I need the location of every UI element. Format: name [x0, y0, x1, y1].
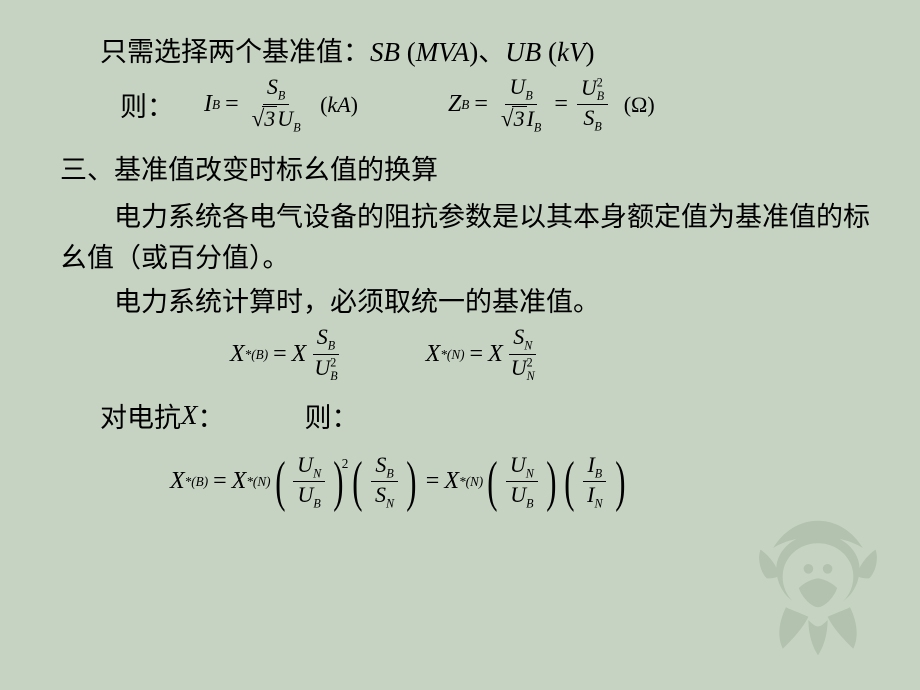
watermark-icon: [738, 508, 898, 668]
ff-rhs2: X: [444, 468, 459, 495]
zb-mid-den-var: I: [527, 106, 534, 131]
sb-unit-open: (: [407, 37, 416, 67]
zb-r-sup: 2: [597, 75, 603, 89]
ff-p4-num-sub: B: [595, 466, 602, 480]
formula-xb: X*(B) = X SB U2B: [230, 325, 346, 383]
ib-unit: (kA): [315, 92, 358, 118]
zb-mid-num: U: [509, 74, 525, 99]
xn-lhs-sub: *(N): [440, 347, 464, 363]
ff-p3-num: U: [510, 452, 526, 477]
xn-den-sub: N: [527, 369, 535, 383]
xb-lhs-sub: *(B): [245, 347, 268, 363]
zb-r-num: U: [581, 75, 597, 100]
formula-ib: IB = SB √3UB (kA): [204, 75, 358, 134]
ff-rhs1-sub: *(N): [246, 474, 270, 490]
formula-zb: ZB = UB √3IB = U2B SB (Ω): [448, 75, 655, 134]
xn-num: S: [513, 324, 524, 349]
ub-unit: kV: [557, 37, 585, 67]
ff-p4-den-sub: N: [594, 497, 602, 511]
xn-den: U: [511, 355, 527, 380]
ff-lhs: X: [170, 468, 185, 495]
intro-sep: 、: [478, 37, 505, 67]
xb-den-sup: 2: [330, 356, 336, 370]
zb-unit: (Ω): [618, 92, 655, 118]
ib-den-var: U: [277, 106, 293, 131]
dui-then: 则：: [305, 396, 359, 435]
xn-lhs: X: [426, 341, 441, 368]
xb-den-sub: B: [330, 369, 337, 383]
dui-colon: ：: [198, 396, 225, 435]
zb-r-den-sub: B: [594, 120, 601, 134]
ib-sqrt: 3: [262, 106, 277, 131]
formula-row-1: 则： IB = SB √3UB (kA) ZB = UB √3IB: [120, 75, 870, 134]
formula-row-2: X*(B) = X SB U2B X*(N) = X SN U2N: [230, 325, 870, 383]
ib-num: S: [267, 74, 278, 99]
zb-r-den: S: [583, 105, 594, 130]
ff-p2-num: S: [375, 452, 386, 477]
dui-var: X: [181, 400, 198, 431]
paragraph-1: 电力系统各电气设备的阻抗参数是以其本身额定值为基准值的标幺值（或百分值）。: [60, 197, 870, 278]
ff-lhs-sub: *(B): [185, 474, 208, 490]
xb-rhs-var: X: [292, 341, 307, 368]
ub-unit-close: ): [585, 37, 594, 67]
formula-row-3: X*(B) = X*(N) ( UN UB )2 ( SB SN ) = X*(…: [170, 453, 870, 511]
zb-lhs-sub: B: [461, 97, 469, 113]
xn-den-sup: 2: [527, 356, 533, 370]
ff-p3-den-sub: B: [526, 497, 533, 511]
ff-p2-den: S: [375, 482, 386, 507]
ub-symbol: UB: [505, 37, 541, 67]
xb-num-sub: B: [328, 339, 335, 353]
dui-prefix: 对电抗: [100, 396, 181, 435]
ff-p2-den-sub: N: [386, 497, 394, 511]
xb-den: U: [314, 355, 330, 380]
sb-unit-close: ): [469, 37, 478, 67]
ff-p1-den: U: [298, 482, 314, 507]
ff-p1-sup: 2: [342, 456, 349, 472]
ub-unit-open: (: [548, 37, 557, 67]
reactance-line: 对电抗X： 则：: [100, 396, 870, 435]
section-heading: 三、基准值改变时标幺值的换算: [60, 148, 870, 187]
intro-line: 只需选择两个基准值：SB (MVA)、UB (kV): [100, 30, 870, 69]
ib-num-sub: B: [278, 88, 285, 102]
ib-lhs-sub: B: [212, 97, 220, 113]
ff-p1-den-sub: B: [313, 497, 320, 511]
sb-unit: MVA: [416, 37, 469, 67]
zb-mid-num-sub: B: [525, 88, 532, 102]
ff-rhs2-sub: *(N): [459, 474, 483, 490]
intro-prefix: 只需选择两个基准值：: [100, 37, 370, 67]
then-label-1: 则：: [120, 85, 174, 124]
ff-p1-num: U: [297, 452, 313, 477]
sb-symbol: SB: [370, 37, 400, 67]
formula-final: X*(B) = X*(N) ( UN UB )2 ( SB SN ) = X*(…: [170, 453, 629, 511]
formula-xn: X*(N) = X SN U2N: [426, 325, 543, 383]
ff-p4-num: I: [587, 452, 594, 477]
ib-lhs: I: [204, 91, 212, 118]
zb-mid-den-sub: B: [534, 120, 541, 134]
ff-p2-num-sub: B: [386, 466, 393, 480]
ib-den-sub: B: [293, 120, 300, 134]
zb-sqrt: 3: [512, 106, 527, 131]
zb-r-num-sub: B: [597, 89, 604, 103]
ff-p1-num-sub: N: [313, 466, 321, 480]
xb-num: S: [317, 324, 328, 349]
ff-p3-den: U: [510, 482, 526, 507]
ff-p3-num-sub: N: [526, 466, 534, 480]
xn-rhs-var: X: [488, 341, 503, 368]
ff-rhs1: X: [232, 468, 247, 495]
paragraph-2: 电力系统计算时，必须取统一的基准值。: [60, 280, 870, 319]
zb-lhs: Z: [448, 91, 461, 118]
xn-num-sub: N: [524, 339, 532, 353]
slide: 只需选择两个基准值：SB (MVA)、UB (kV) 则： IB = SB √3…: [0, 0, 920, 690]
xb-lhs: X: [230, 341, 245, 368]
